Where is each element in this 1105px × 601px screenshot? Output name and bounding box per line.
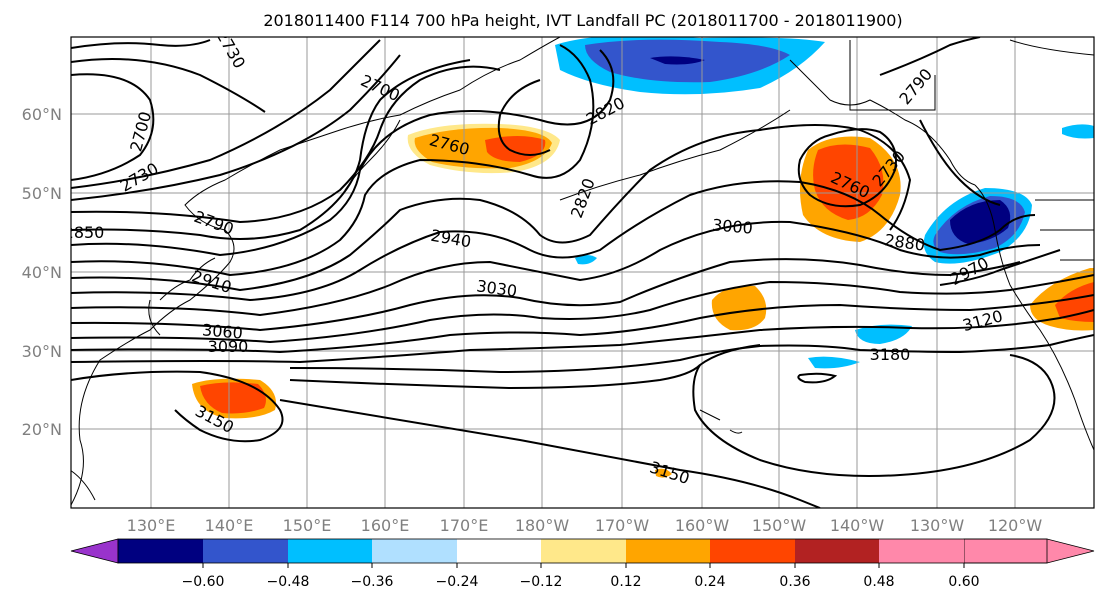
colorbar-segment [710, 539, 795, 563]
lon-label: 160°W [675, 516, 730, 535]
colorbar-segment [118, 539, 203, 563]
colorbar-tick-label: 0.36 [779, 574, 810, 590]
colorbar-segment [457, 539, 541, 563]
contour-line-5 [71, 54, 401, 201]
latitude-labels: 20°N 30°N 40°N 50°N 60°N [22, 105, 62, 439]
contour-line-27 [939, 249, 1061, 286]
lat-label: 30°N [22, 342, 62, 361]
colorbar-tick-label: −0.48 [267, 574, 310, 590]
contour-label: 3180 [870, 345, 911, 364]
lon-label: 130°E [127, 516, 176, 535]
colorbar-tick-label: 0.60 [948, 574, 979, 590]
contour-label: 3000 [711, 215, 753, 237]
state-lines [1035, 199, 1094, 261]
lon-label: 180°W [515, 516, 570, 535]
negative-anomaly-patch-1 [855, 324, 912, 344]
colorbar-segment [879, 539, 964, 563]
contour-line-21 [797, 372, 838, 384]
colorbar-tick-label: −0.24 [436, 574, 479, 590]
contour-line-24 [797, 128, 897, 208]
colorbar-tick-label: −0.60 [182, 574, 225, 590]
contour-line-25 [879, 37, 981, 76]
contour-line-9 [71, 44, 595, 277]
colorbar-tick-label: −0.12 [520, 574, 563, 590]
colorbar-tick-label: −0.36 [351, 574, 394, 590]
positive-anomaly-westpac-core [200, 382, 266, 414]
contour-line-26 [919, 119, 1001, 206]
lon-label: 150°W [752, 516, 807, 535]
contour-line-6 [71, 65, 501, 224]
contour-line-1 [71, 39, 211, 49]
colorbar-tick-label: 0.12 [610, 574, 641, 590]
lon-label: 130°W [910, 516, 965, 535]
contour-line-16 [71, 309, 1094, 364]
contour-line-7 [71, 59, 471, 240]
longitude-labels: 130°E 140°E 150°E 160°E 170°E 180°W 170°… [127, 516, 1043, 535]
negative-anomaly-patch-4 [1062, 124, 1094, 139]
colorbar-segment [203, 539, 288, 563]
height-contours [71, 37, 1094, 508]
contour-label: 3060 [201, 320, 243, 342]
border-canada [849, 40, 936, 111]
contour-line-19 [289, 344, 761, 390]
lon-label: 120°W [988, 516, 1043, 535]
colorbar-segment [795, 539, 879, 563]
contour-line-18 [289, 334, 1094, 374]
colorbar-segment [372, 539, 457, 563]
contour-line-12 [71, 220, 1041, 317]
coast-philippines [71, 470, 96, 501]
colorbar-tick-label: 0.48 [863, 574, 894, 590]
map-frame [70, 36, 1095, 509]
contour-line-3 [71, 73, 155, 181]
positive-anomaly-subtropic [711, 285, 767, 331]
coast-korea [148, 299, 161, 336]
colorbar-tick-label: 0.24 [694, 574, 725, 590]
lat-label: 20°N [22, 420, 62, 439]
lon-label: 140°E [205, 516, 254, 535]
contour-label: 3090 [208, 337, 249, 356]
colorbar-extend-high [963, 538, 1095, 564]
contour-label: 2850 [64, 223, 105, 242]
lon-label: 160°E [361, 516, 410, 535]
colorbar-extend-low [70, 538, 119, 564]
ivt-shading [192, 37, 1094, 478]
coast-japan [159, 257, 216, 301]
negative-anomaly-bering-core [650, 56, 705, 65]
lon-label: 170°E [440, 516, 489, 535]
positive-anomaly-patch-5 [655, 468, 672, 478]
lat-label: 40°N [22, 263, 62, 282]
contour-line-17 [71, 370, 284, 443]
coast-westna [974, 184, 1094, 451]
lon-label: 170°W [595, 516, 650, 535]
contour-line-15 [71, 294, 1094, 354]
negative-anomaly-patch-3 [575, 255, 597, 265]
contour-line-4 [71, 39, 381, 189]
colorbar: −0.60 −0.48 −0.36 −0.24 −0.12 0.12 0.24 … [70, 538, 1095, 590]
contour-line-20 [692, 354, 1056, 477]
coast-asia [71, 37, 561, 506]
lon-label: 140°W [830, 516, 885, 535]
contour-line-14 [71, 274, 1094, 344]
contour-line-13 [71, 258, 1021, 332]
lon-label: 150°E [283, 516, 332, 535]
lat-label: 60°N [22, 105, 62, 124]
colorbar-segment [288, 539, 372, 563]
contour-line-11 [71, 180, 1036, 302]
positive-anomaly-goa-core [813, 144, 884, 220]
contour-line-22 [279, 399, 821, 508]
negative-anomaly-patch-2 [808, 356, 860, 369]
lat-label: 50°N [22, 184, 62, 203]
coast-hawaii [699, 409, 743, 434]
contour-line-23 [497, 79, 551, 156]
colorbar-ticks [202, 563, 965, 568]
colorbar-segment [626, 539, 710, 563]
contour-line-8 [71, 49, 615, 257]
figure-title: 2018011400 F114 700 hPa height, IVT Land… [263, 11, 902, 30]
colorbar-segment [541, 539, 626, 563]
border-us [1009, 39, 1094, 56]
contour-line-2 [71, 58, 266, 113]
